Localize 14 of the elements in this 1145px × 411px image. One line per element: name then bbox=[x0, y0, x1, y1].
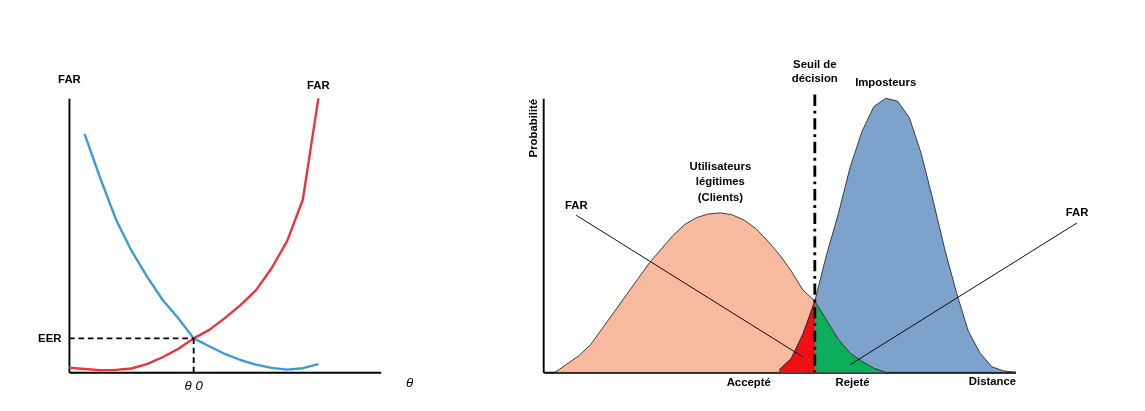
series-label: FAR bbox=[307, 78, 330, 91]
y-axis-title: FAR bbox=[58, 72, 81, 85]
text: Seuil de décision bbox=[791, 58, 838, 85]
x-axis-title: Distance bbox=[968, 375, 1017, 388]
annotation: Utilisateurs légitimes (Clients) bbox=[689, 160, 752, 203]
text: θ 0 bbox=[184, 378, 204, 394]
text: Rejeté bbox=[835, 376, 870, 389]
text: Accepté bbox=[726, 376, 771, 389]
text: EER bbox=[38, 332, 62, 345]
annotation: FAR bbox=[564, 198, 588, 211]
text: Imposteurs bbox=[855, 76, 917, 89]
y-axis-title: Probabilité bbox=[527, 98, 540, 158]
text: FAR bbox=[1065, 206, 1089, 219]
x-axis-title: θ bbox=[405, 374, 414, 390]
